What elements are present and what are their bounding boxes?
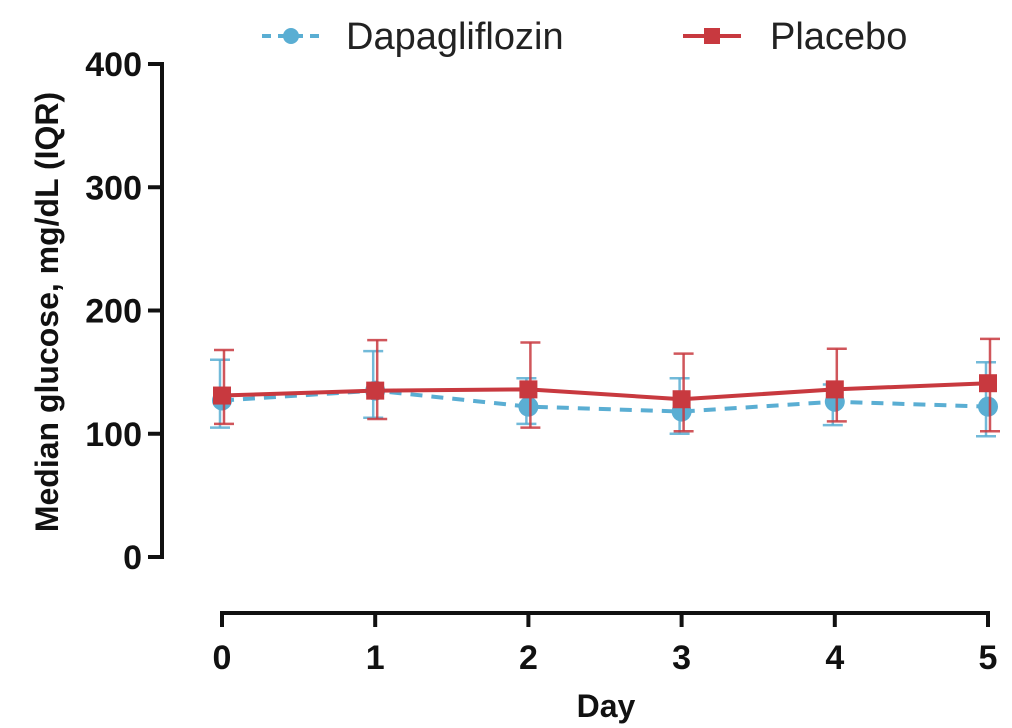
marker-placebo-day-0 [213, 386, 231, 405]
x-axis: 0 1 2 3 4 5 [213, 611, 998, 677]
legend-item-dapagliflozin: Dapagliflozin [262, 16, 564, 58]
marker-dapagliflozin-day-5 [978, 396, 998, 417]
x-tick-label-0: 0 [213, 639, 232, 677]
x-tick-label-4: 4 [825, 639, 844, 677]
legend-swatch-dapagliflozin-marker [283, 28, 299, 44]
marker-dapagliflozin-day-2 [518, 396, 539, 417]
y-tick-label-400: 400 [85, 46, 142, 84]
marker-placebo-day-3 [672, 390, 691, 409]
marker-placebo-day-2 [519, 380, 538, 399]
y-axis-title: Median glucose, mg/dL (IQR) [29, 92, 65, 532]
legend-swatch-placebo-marker [704, 28, 720, 44]
x-tick-label-3: 3 [672, 639, 691, 677]
y-tick-label-200: 200 [85, 293, 142, 331]
legend-item-placebo: Placebo [683, 16, 907, 58]
legend-label-dapagliflozin: Dapagliflozin [346, 16, 564, 58]
y-tick-label-100: 100 [85, 416, 142, 454]
legend-label-placebo: Placebo [770, 16, 907, 58]
x-tick-label-2: 2 [519, 639, 538, 677]
marker-placebo-day-5 [979, 374, 997, 393]
x-tick-label-1: 1 [366, 639, 385, 677]
series-placebo [213, 337, 1000, 433]
x-axis-title: Day [577, 688, 636, 724]
y-tick-label-300: 300 [85, 169, 142, 207]
plot-area [210, 337, 1000, 438]
y-axis: 0 100 200 300 400 [85, 46, 164, 577]
marker-placebo-day-4 [825, 380, 844, 399]
marker-placebo-day-1 [366, 381, 385, 400]
y-tick-label-0: 0 [123, 539, 142, 577]
x-tick-label-5: 5 [979, 639, 998, 677]
series-line-placebo [221, 381, 989, 402]
legend: Dapagliflozin Placebo [262, 16, 907, 58]
